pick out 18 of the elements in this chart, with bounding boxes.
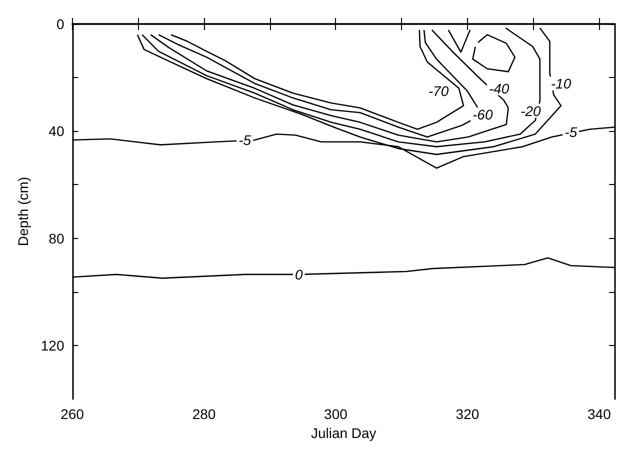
annotation: -20: [520, 102, 542, 119]
x-tick-label: 280: [192, 406, 216, 422]
x-axis-title: Julian Day: [310, 424, 376, 441]
y-tick-label: 80: [48, 230, 64, 246]
x-tick-label: 300: [324, 406, 348, 422]
x-tick-label: 260: [60, 406, 84, 422]
x-tick-label: 340: [588, 406, 612, 422]
y-tick-label: 0: [56, 16, 64, 32]
annotation: -70: [428, 83, 449, 100]
annotation: -5: [238, 132, 252, 148]
y-tick-label: 40: [48, 123, 64, 140]
y-tick-label: 120: [40, 337, 64, 354]
annotation: 0: [294, 266, 303, 282]
y-axis-title: Depth (cm): [15, 176, 31, 246]
annotation: -40: [488, 80, 510, 96]
annotation: -5: [564, 124, 578, 140]
annotation: -10: [550, 75, 572, 92]
x-tick-label: 320: [456, 406, 480, 422]
